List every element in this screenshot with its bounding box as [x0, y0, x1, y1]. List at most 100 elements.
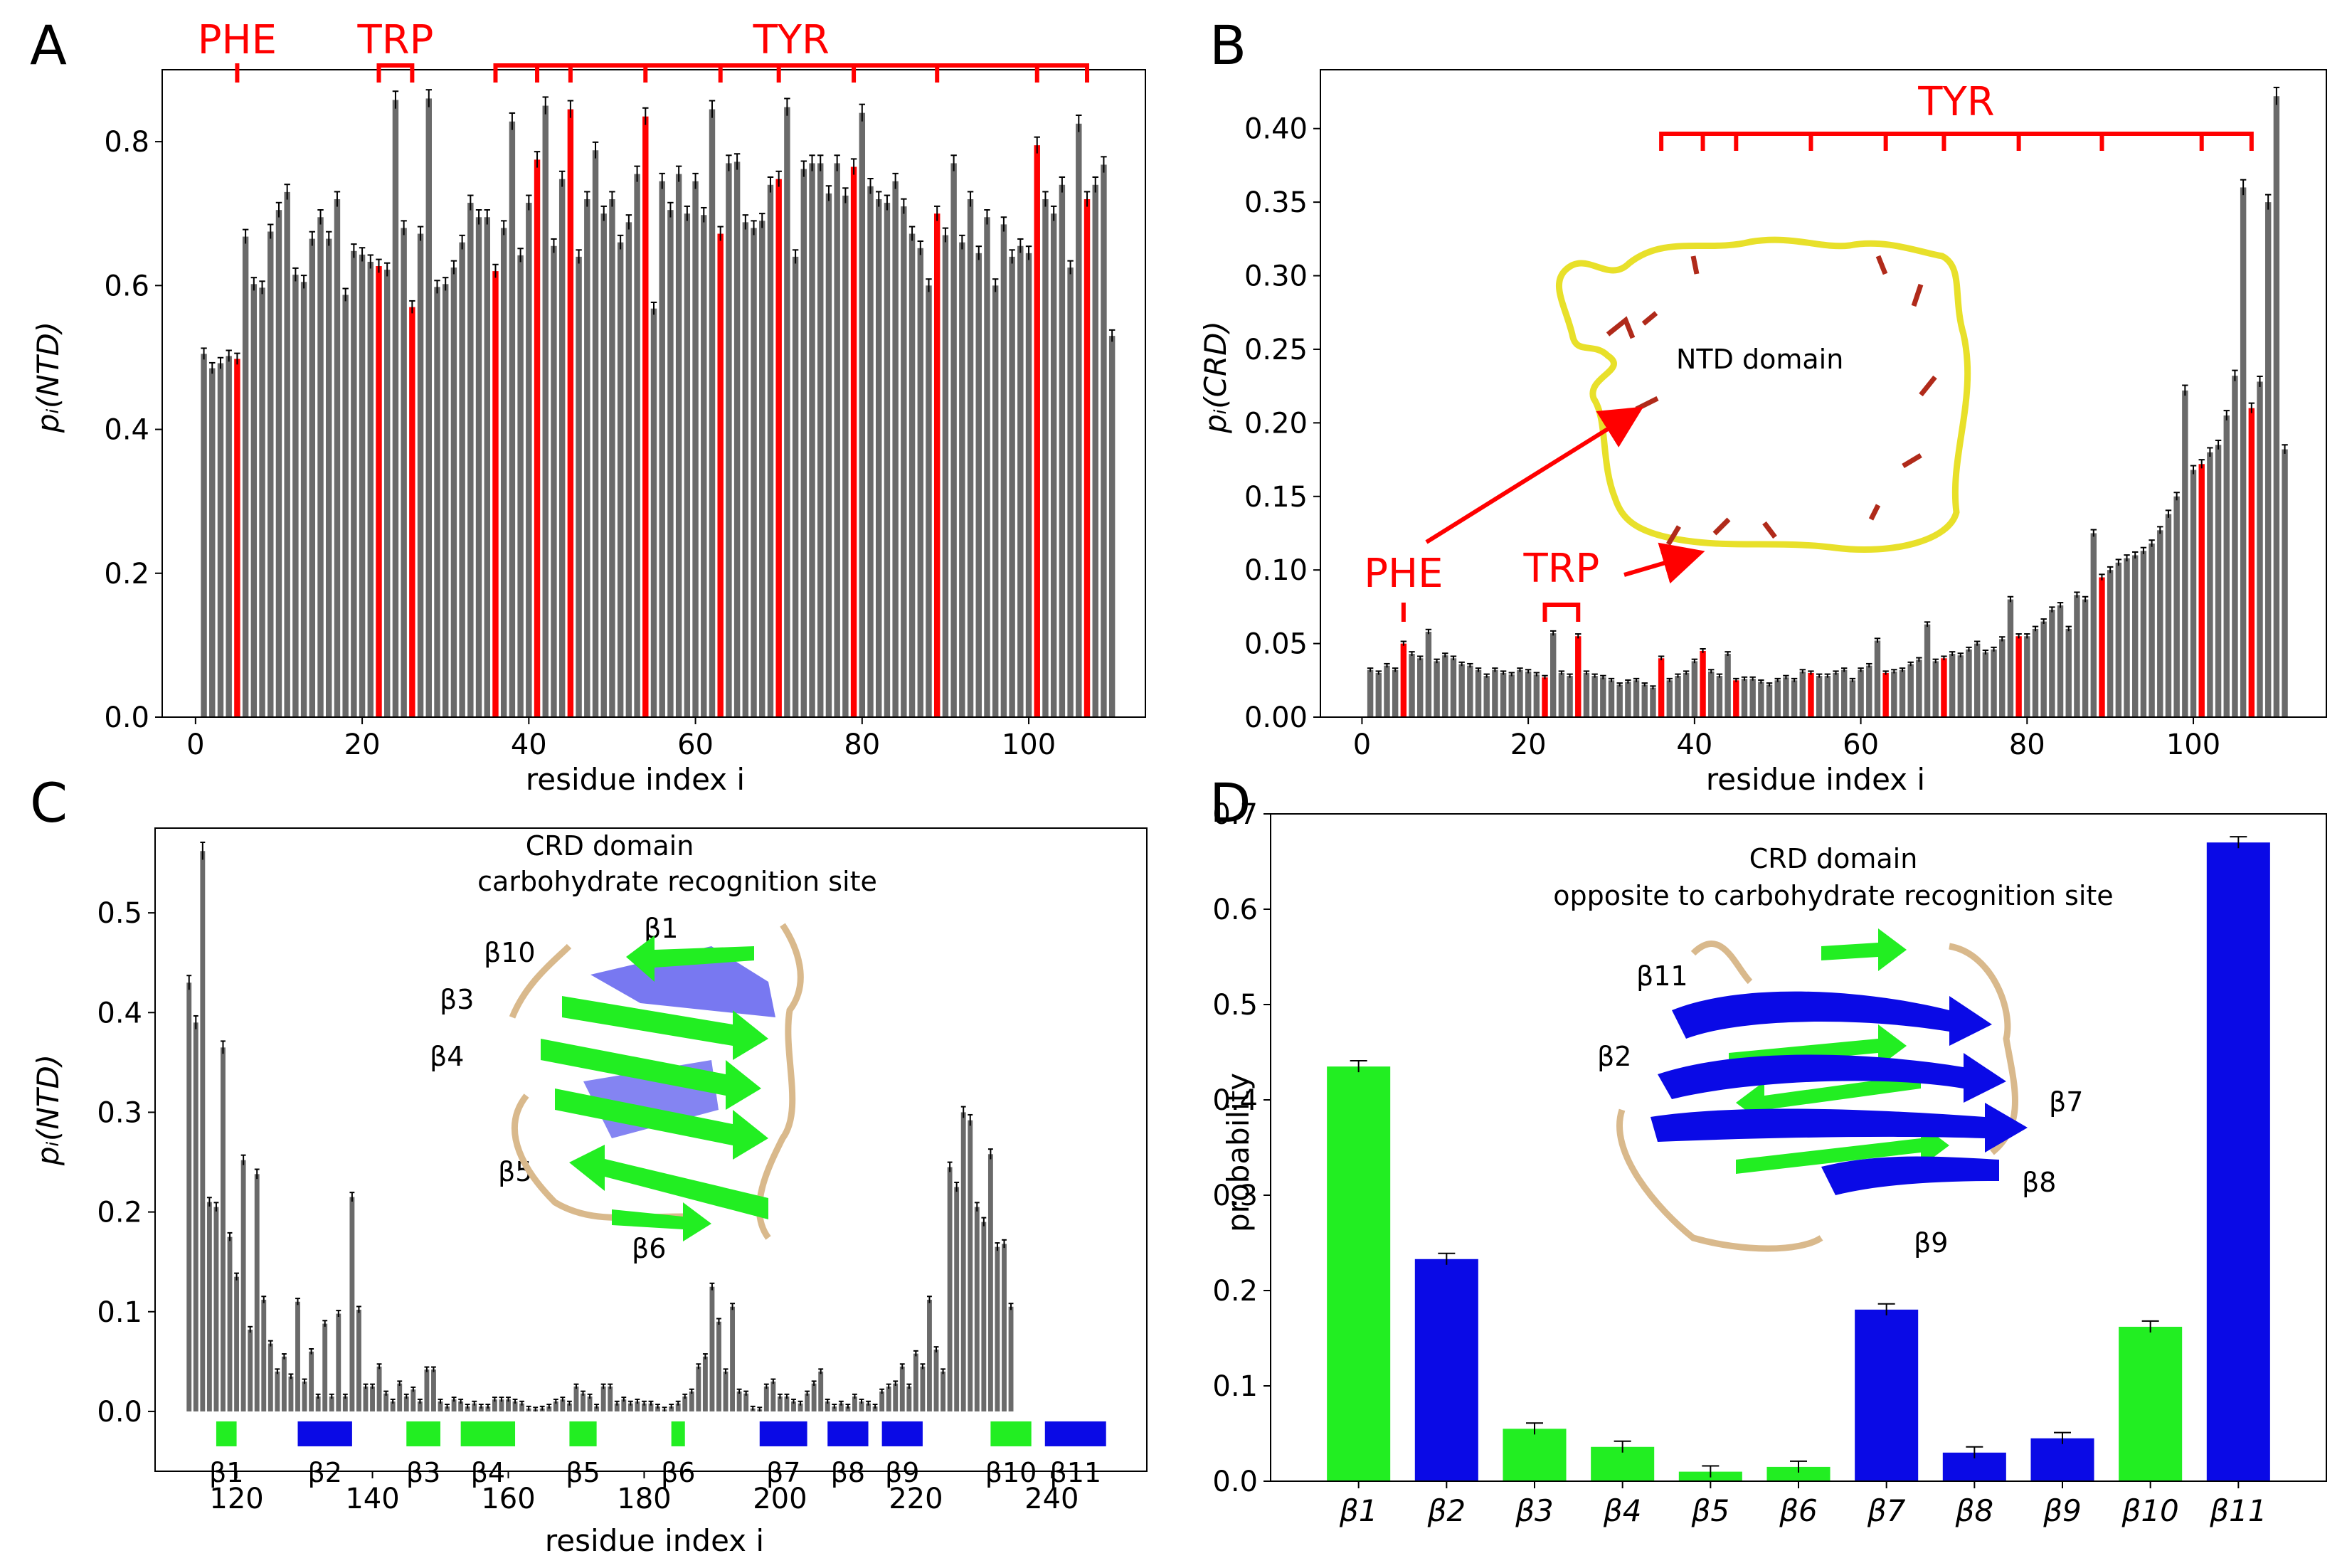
panel-b-xlabel: residue index i: [1706, 762, 1925, 797]
panel-a-bar-60: [692, 181, 699, 717]
panel-b-bar-21: [1533, 674, 1540, 717]
panel-b-bar-95: [2149, 543, 2155, 717]
panel-b-bar-20: [1525, 671, 1532, 717]
panel-a-bar-81: [867, 186, 874, 717]
panel-a-bar-99: [1017, 245, 1024, 717]
panel-a-bar-9: [267, 231, 274, 717]
panel-d-title-line2: opposite to carbohydrate recognition sit…: [1553, 880, 2113, 911]
panel-a-bar-75: [817, 163, 824, 717]
panel-c-bar-230: [981, 1222, 987, 1411]
panel-a-bar-38: [509, 121, 516, 718]
panel-b-bar-60: [1858, 669, 1864, 717]
panel-c-bar-114: [193, 1022, 198, 1411]
panel-a-bar-101: [1034, 145, 1040, 717]
panel-c-bar-186: [682, 1396, 688, 1411]
panel-b-bar-107: [2248, 408, 2255, 717]
panel-b-bar-65: [1899, 669, 1906, 717]
panel-c-sheet-strip-3: [406, 1421, 441, 1446]
panel-b-bar-49: [1766, 684, 1773, 717]
panel-a-bar-46: [576, 256, 582, 717]
panel-c-bar-137: [349, 1197, 355, 1411]
panel-b-bar-102: [2207, 452, 2213, 717]
panel-a-bar-74: [809, 163, 815, 717]
panel-c-bar-161: [512, 1401, 518, 1411]
panel-a-bar-59: [684, 213, 691, 717]
panel-b-bar-56: [1824, 676, 1831, 717]
panel-c-bar-136: [342, 1396, 348, 1411]
panel-c-bar-229: [974, 1207, 980, 1411]
panel-b-bar-61: [1866, 665, 1872, 717]
panel-a-bar-50: [609, 199, 615, 717]
panel-a-annotation-phe: PHE: [198, 17, 277, 63]
panel-a-bar-77: [834, 163, 840, 717]
panel-b-bar-8: [1425, 632, 1432, 717]
panel-c-bar-227: [960, 1112, 966, 1411]
panel-b-bar-24: [1558, 672, 1565, 717]
panel-c-bar-200: [777, 1396, 783, 1411]
panel-b-bar-11: [1450, 658, 1457, 717]
panel-c-bar-156: [478, 1406, 484, 1411]
panel-b-bar-55: [1816, 676, 1823, 717]
panel-b-bar-73: [1966, 649, 1972, 717]
panel-d-structure-label-1: β11: [1636, 960, 1688, 992]
panel-b-bar-16: [1492, 669, 1498, 717]
panel-b-bar-27: [1583, 672, 1590, 717]
panel-b-arrow-phe: [1425, 406, 1644, 544]
panel-b-bar-75: [1982, 652, 1989, 717]
panel-c-bar-206: [818, 1371, 824, 1411]
panel-c-bar-127: [281, 1356, 287, 1411]
panel-a-bar-73: [800, 169, 807, 718]
panel-d-xtick-label-3: β3: [1515, 1493, 1554, 1528]
panel-a-bar-90: [942, 235, 949, 717]
panel-c-bar-129: [295, 1301, 300, 1411]
panel-b-bar-77: [1999, 639, 2006, 717]
panel-a-bar-82: [876, 199, 882, 717]
panel-b-bar-7: [1417, 658, 1424, 717]
panel-c-bar-193: [730, 1306, 736, 1411]
panel-b-ytick-label-8: 0.40: [1244, 113, 1308, 146]
panel-b-bar-48: [1758, 682, 1764, 717]
panel-c-bar-228: [968, 1120, 973, 1411]
panel-b-bar-88: [2090, 533, 2097, 717]
panel-d-bar-10: [2119, 1326, 2183, 1481]
panel-b-ytick-label-2: 0.10: [1244, 554, 1308, 587]
panel-b-bar-110: [2273, 96, 2280, 717]
panel-c-bar-220: [913, 1353, 918, 1411]
panel-a-bar-87: [917, 248, 923, 717]
panel-b-bar-30: [1608, 680, 1615, 717]
panel-c-frame: [154, 827, 1148, 1472]
panel-c-bar-119: [227, 1236, 233, 1411]
panel-b-bar-54: [1808, 672, 1814, 717]
panel-a-bar-14: [309, 238, 316, 718]
panel-a-bar-72: [792, 256, 799, 717]
panel-d-xtick-label-5: β5: [1691, 1493, 1730, 1528]
panel-d-xtick-label-6: β6: [1779, 1493, 1818, 1528]
panel-a-bar-67: [751, 228, 757, 717]
panel-c-bar-125: [267, 1343, 273, 1411]
panel-a-bar-78: [842, 195, 849, 717]
panel-c-bar-176: [614, 1403, 620, 1411]
panel-a-bar-6: [242, 236, 249, 718]
panel-c-bar-171: [581, 1393, 586, 1411]
panel-a-bar-53: [634, 174, 640, 718]
panel-c-sheet-label-5: β5: [566, 1457, 600, 1488]
panel-c-bar-162: [519, 1403, 525, 1411]
panel-a-bar-92: [959, 242, 965, 718]
panel-a-ytick-label-2: 0.4: [104, 414, 149, 447]
panel-c-bar-179: [635, 1401, 640, 1411]
panel-b-bar-91: [2115, 562, 2122, 717]
panel-c-bar-160: [506, 1399, 511, 1411]
panel-a-frame: [161, 69, 1146, 718]
panel-d-bar-9: [2030, 1438, 2094, 1481]
panel-b-bar-57: [1833, 672, 1839, 717]
panel-a-bar-96: [992, 285, 999, 717]
panel-c-bar-170: [573, 1386, 579, 1411]
panel-a-bar-35: [484, 217, 490, 717]
panel-c-bar-225: [947, 1167, 953, 1411]
panel-b-bar-81: [2032, 628, 2039, 717]
panel-d-xtick-label-9: β9: [2043, 1493, 2082, 1528]
panel-b-bar-71: [1949, 654, 1956, 717]
panel-a-bar-10: [275, 210, 282, 718]
panel-c-bar-126: [275, 1371, 280, 1411]
